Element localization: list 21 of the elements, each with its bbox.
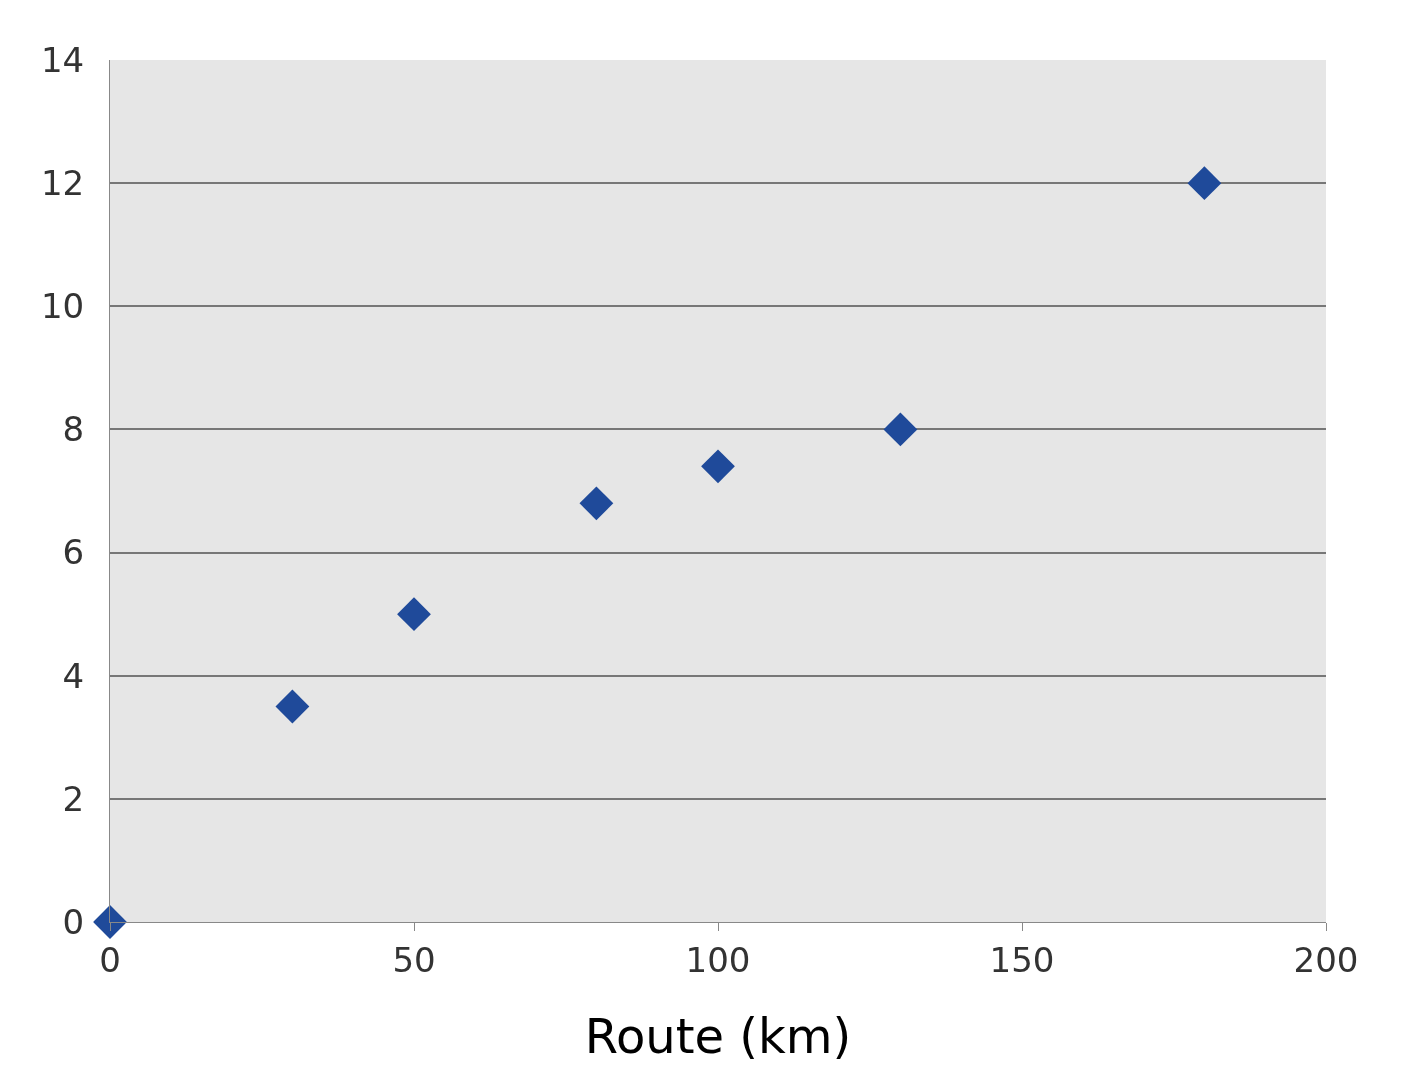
x-tick-label: 200 — [1293, 939, 1359, 980]
x-tick-label: 50 — [392, 939, 436, 980]
y-tick-label: 8 — [62, 409, 85, 450]
y-tick-label: 4 — [62, 655, 85, 696]
x-axis-title: Route (km) — [584, 1007, 852, 1064]
y-tick-label: 0 — [62, 901, 85, 942]
point — [1187, 166, 1222, 201]
y-tick-label: 10 — [40, 286, 85, 327]
y-tick-label: 2 — [62, 778, 85, 819]
point — [579, 486, 614, 521]
y-tick-label: 6 — [62, 532, 85, 573]
x-tick-label: 0 — [99, 939, 121, 980]
y-tick-label: 14 — [40, 39, 85, 80]
x-tick-label: 100 — [685, 939, 751, 980]
y-tick-label: 12 — [40, 163, 85, 204]
point — [397, 597, 431, 632]
point — [93, 905, 127, 939]
point — [883, 412, 918, 447]
point — [701, 449, 735, 484]
x-tick-label: 150 — [989, 939, 1055, 980]
point — [275, 689, 310, 724]
